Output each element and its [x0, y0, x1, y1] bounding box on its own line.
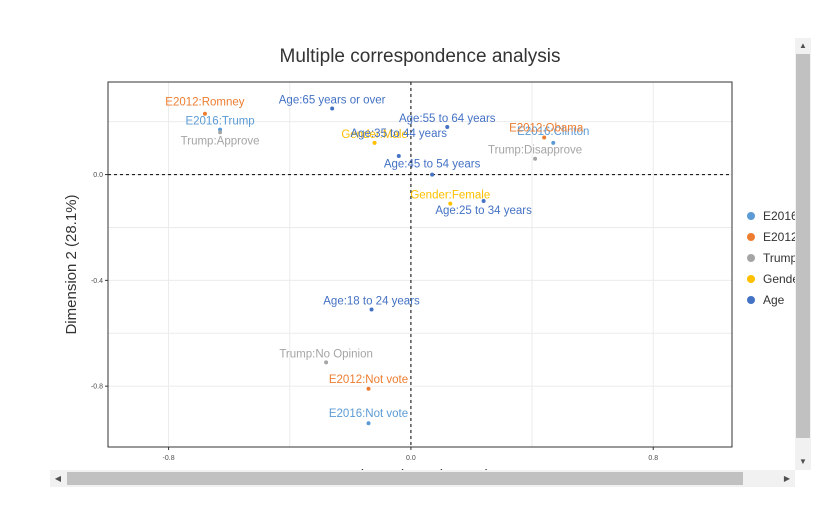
vertical-scrollbar[interactable]: ▲ ▼ — [795, 38, 811, 470]
legend-label: E2012 — [763, 230, 795, 244]
legend-swatch — [747, 296, 755, 304]
data-point[interactable] — [542, 135, 547, 140]
point-label: Gender:Female — [410, 190, 490, 202]
data-point[interactable] — [218, 130, 223, 135]
point-label: E2016:Clinton — [517, 126, 589, 138]
data-point[interactable] — [324, 360, 329, 365]
point-label: Age:45 to 54 years — [384, 159, 481, 171]
x-tick-label: 0.8 — [648, 455, 658, 462]
x-axis-label: Dimension 1 (55.6%) — [350, 467, 490, 470]
point-label: Age:18 to 24 years — [323, 295, 420, 307]
point-label: E2016:Trump — [185, 116, 254, 128]
y-tick-label: 0.0 — [93, 172, 103, 179]
point-label: Trump:Approve — [181, 135, 260, 147]
y-tick-label: -0.4 — [91, 278, 103, 285]
point-label: E2012:Obama — [509, 123, 584, 135]
legend-swatch — [747, 233, 755, 241]
point-label: E2012:Not vote — [329, 374, 408, 386]
legend-label: E2016 — [763, 209, 795, 223]
data-point[interactable] — [445, 124, 450, 129]
scroll-right-icon[interactable]: ▶ — [783, 474, 791, 483]
point-label: Gender:Male — [341, 129, 407, 141]
y-axis-label: Dimension 2 (28.1%) — [63, 194, 80, 334]
chart-viewport: -0.8 0.0 0.8 0.0 -0.4 -0.8 Multiple correspond… — [63, 46, 795, 470]
legend-swatch — [747, 212, 755, 220]
horizontal-scroll-thumb[interactable] — [67, 472, 743, 485]
data-point[interactable] — [430, 172, 435, 177]
legend-swatch — [747, 275, 755, 283]
legend-label: Gender — [763, 272, 795, 286]
mca-chart: -0.8 0.0 0.8 0.0 -0.4 -0.8 Multiple correspond… — [63, 46, 795, 470]
legend-label: Trump — [763, 251, 795, 265]
y-tick-label: -0.8 — [91, 384, 103, 391]
data-point[interactable] — [481, 199, 486, 204]
data-point[interactable] — [551, 140, 556, 145]
point-label: Age:25 to 34 years — [435, 205, 532, 217]
scroll-left-icon[interactable]: ◀ — [54, 474, 62, 483]
data-point[interactable] — [202, 111, 207, 116]
scroll-down-icon[interactable]: ▼ — [799, 457, 807, 466]
scroll-up-icon[interactable]: ▲ — [799, 41, 807, 50]
data-point[interactable] — [448, 201, 453, 206]
horizontal-scrollbar[interactable]: ◀ ▶ — [50, 470, 795, 487]
data-point[interactable] — [533, 156, 538, 161]
plot-panel-border — [107, 81, 733, 448]
data-point[interactable] — [396, 154, 401, 159]
point-label: E2012:Romney — [165, 97, 245, 109]
chart-title: Multiple correspondence analysis — [280, 46, 561, 67]
data-point[interactable] — [330, 106, 335, 111]
data-point[interactable] — [372, 140, 377, 145]
point-label: Age:55 to 64 years — [399, 113, 496, 125]
legend-swatch — [747, 254, 755, 262]
vertical-scroll-thumb[interactable] — [796, 54, 810, 438]
point-label: Trump:Disapprove — [488, 145, 582, 157]
data-point[interactable] — [366, 421, 371, 426]
point-label: Trump:No Opinion — [279, 348, 373, 360]
point-label: Age:65 years or over — [279, 94, 386, 106]
data-point[interactable] — [366, 386, 371, 391]
x-tick-label: 0.0 — [406, 455, 416, 462]
x-tick-label: -0.8 — [163, 455, 175, 462]
point-label: E2016:Not vote — [329, 408, 408, 420]
legend-label: Age — [763, 293, 785, 307]
point-label: Age:35 to 44 years — [351, 128, 448, 140]
data-point[interactable] — [369, 307, 374, 312]
